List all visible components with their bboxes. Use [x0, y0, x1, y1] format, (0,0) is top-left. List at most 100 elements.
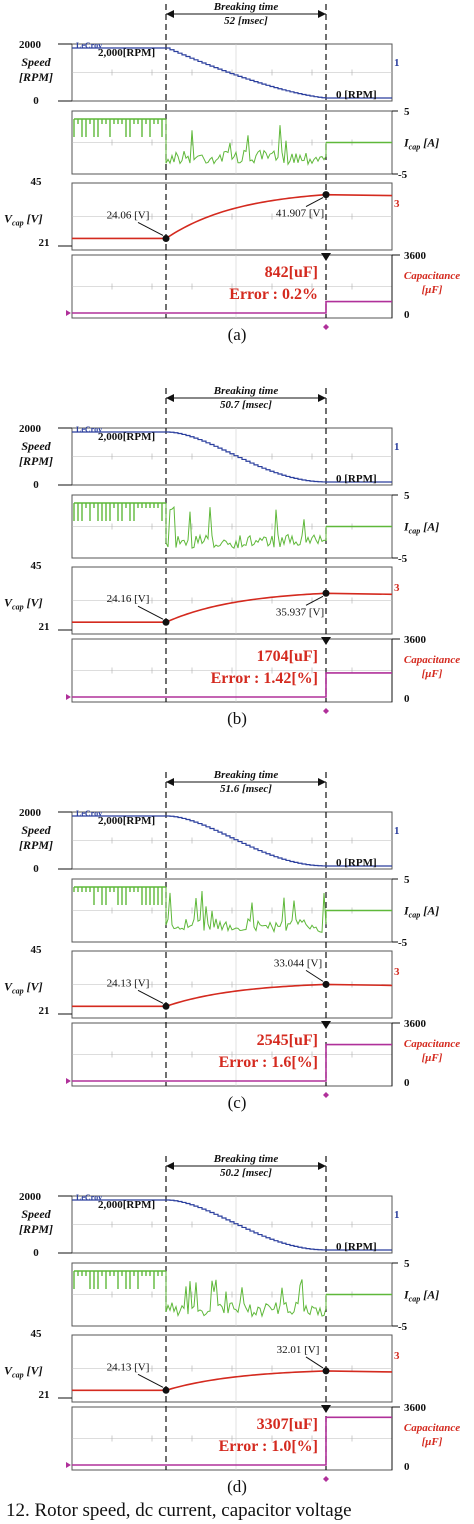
panel-label: (b)	[227, 709, 247, 728]
voltage-tick-bottom: 21	[39, 237, 50, 249]
scope-brand-mark: LeCroy	[76, 1193, 102, 1202]
capacitance-value-label: 842[uF]	[265, 264, 318, 281]
capacitance-tick-top: 3600	[404, 634, 427, 646]
capacitance-axis-label: Capacitance	[404, 270, 460, 282]
current-trace-precharge	[73, 1271, 163, 1289]
capacitance-tick-top: 3600	[404, 250, 427, 262]
voltage-start-pointer	[137, 1373, 164, 1388]
voltage-trace	[72, 983, 393, 1008]
voltage-tick-bottom: 21	[39, 1389, 50, 1401]
current-axis-label: Icap [A]	[403, 520, 439, 536]
voltage-trace	[72, 592, 393, 624]
voltage-end-marker	[322, 1367, 330, 1375]
voltage-start-marker	[162, 1386, 170, 1394]
speed-tick-bottom: 0	[33, 1247, 39, 1259]
scope-panel-c: Breaking time 51.6 [msec] 2000 0 Speed[RPM] L…	[4, 769, 460, 1112]
speed-channel-marker: 1	[394, 825, 400, 837]
arrowhead-left	[166, 1162, 174, 1170]
voltage-start-label: 24.06 [V]	[107, 209, 150, 221]
capacitance-value-label: 1704[uF]	[257, 648, 318, 665]
speed-axis-unit: [RPM]	[19, 1222, 53, 1236]
capacitance-error-label: Error : 1.42[%]	[211, 670, 318, 687]
panel-label: (a)	[228, 325, 247, 344]
speed-tick-top: 2000	[19, 39, 42, 51]
current-trace-precharge	[73, 887, 163, 905]
current-trace-braking	[165, 887, 327, 934]
current-axis-label: Icap [A]	[403, 904, 439, 920]
speed-tick-bottom: 0	[33, 863, 39, 875]
voltage-start-marker	[162, 618, 170, 626]
voltage-axis-label: Vcap [V]	[4, 980, 43, 996]
arrowhead-left	[166, 10, 174, 18]
capacitance-axis-unit: [μF]	[422, 1052, 443, 1064]
current-tick-top: 5	[404, 490, 410, 502]
breaking-time-value: 50.2 [msec]	[220, 1167, 272, 1179]
capacitance-value-label: 3307[uF]	[257, 1416, 318, 1433]
voltage-end-pointer	[305, 1356, 324, 1369]
voltage-channel-marker: 3	[394, 582, 400, 594]
panel-label: (c)	[228, 1093, 247, 1112]
scope-panel-d: Breaking time 50.2 [msec] 2000 0 Speed[RPM] L…	[4, 1153, 460, 1496]
scope-brand-mark: LeCroy	[76, 809, 102, 818]
arrowhead-right	[318, 10, 326, 18]
speed-channel-marker: 1	[394, 57, 400, 69]
speed-axis-label: Speed	[21, 823, 51, 837]
scope-panel-a: Breaking time 52 [msec] 2000 0 Speed[RPM] LeC…	[4, 1, 460, 344]
speed-start-label: 2,000[RPM]	[98, 815, 155, 827]
arrowhead-right	[318, 778, 326, 786]
capacitance-trace	[72, 672, 392, 698]
capacitance-tick-bottom: 0	[404, 1077, 410, 1089]
voltage-end-marker	[322, 980, 330, 988]
current-trace-precharge	[73, 503, 163, 521]
scope-brand-mark: LeCroy	[76, 425, 102, 434]
voltage-tick-top: 45	[31, 176, 43, 188]
voltage-axis-label: Vcap [V]	[4, 1364, 43, 1380]
capacitance-tick-bottom: 0	[404, 693, 410, 705]
breaking-time-label: Breaking time	[213, 769, 279, 781]
speed-start-label: 2,000[RPM]	[98, 47, 155, 59]
voltage-end-pointer	[305, 969, 324, 982]
capacitance-trace	[72, 1043, 392, 1082]
voltage-end-pointer	[305, 197, 324, 208]
arrowhead-right	[318, 394, 326, 402]
figure-caption: 12. Rotor speed, dc current, capacitor v…	[6, 1500, 352, 1521]
scope-brand-mark: LeCroy	[76, 41, 102, 50]
panel-label: (d)	[227, 1477, 247, 1496]
voltage-tick-bottom: 21	[39, 621, 50, 633]
capacitance-value-label: 2545[uF]	[257, 1032, 318, 1049]
current-axis-label: Icap [A]	[403, 136, 439, 152]
current-tick-top: 5	[404, 1258, 410, 1270]
arrowhead-left	[166, 394, 174, 402]
capacitance-axis-unit: [μF]	[422, 668, 443, 680]
capacitance-error-label: Error : 1.0[%]	[219, 1438, 318, 1455]
trigger-marker	[323, 708, 329, 714]
breaking-time-label: Breaking time	[213, 385, 279, 397]
speed-end-label: 0 [RPM]	[336, 89, 377, 101]
trigger-marker	[323, 324, 329, 330]
current-axis-label: Icap [A]	[403, 1288, 439, 1304]
voltage-end-label: 33.044 [V]	[274, 957, 322, 969]
speed-start-label: 2,000[RPM]	[98, 431, 155, 443]
scope-panel-b: Breaking time 50.7 [msec] 2000 0 Speed[RPM] L…	[4, 385, 460, 728]
current-tick-top: 5	[404, 874, 410, 886]
voltage-start-label: 24.16 [V]	[107, 593, 150, 605]
current-tick-top: 5	[404, 106, 410, 118]
voltage-end-pointer	[305, 595, 324, 606]
speed-trace	[72, 47, 392, 99]
voltage-end-label: 41.907 [V]	[276, 208, 324, 220]
speed-trace	[72, 431, 392, 483]
speed-start-label: 2,000[RPM]	[98, 1199, 155, 1211]
voltage-channel-marker: 3	[394, 966, 400, 978]
capacitance-axis-label: Capacitance	[404, 1038, 460, 1050]
voltage-start-pointer	[137, 222, 164, 236]
current-tick-bottom: -5	[398, 1321, 408, 1333]
capacitance-axis-unit: [μF]	[422, 1436, 443, 1448]
trigger-marker	[323, 1092, 329, 1098]
speed-trace	[72, 815, 392, 867]
speed-axis-unit: [RPM]	[19, 838, 53, 852]
capacitance-ground-marker	[66, 1462, 71, 1468]
voltage-tick-bottom: 21	[39, 1005, 50, 1017]
voltage-start-pointer	[137, 605, 164, 620]
speed-tick-top: 2000	[19, 807, 42, 819]
voltage-trace	[72, 193, 393, 240]
